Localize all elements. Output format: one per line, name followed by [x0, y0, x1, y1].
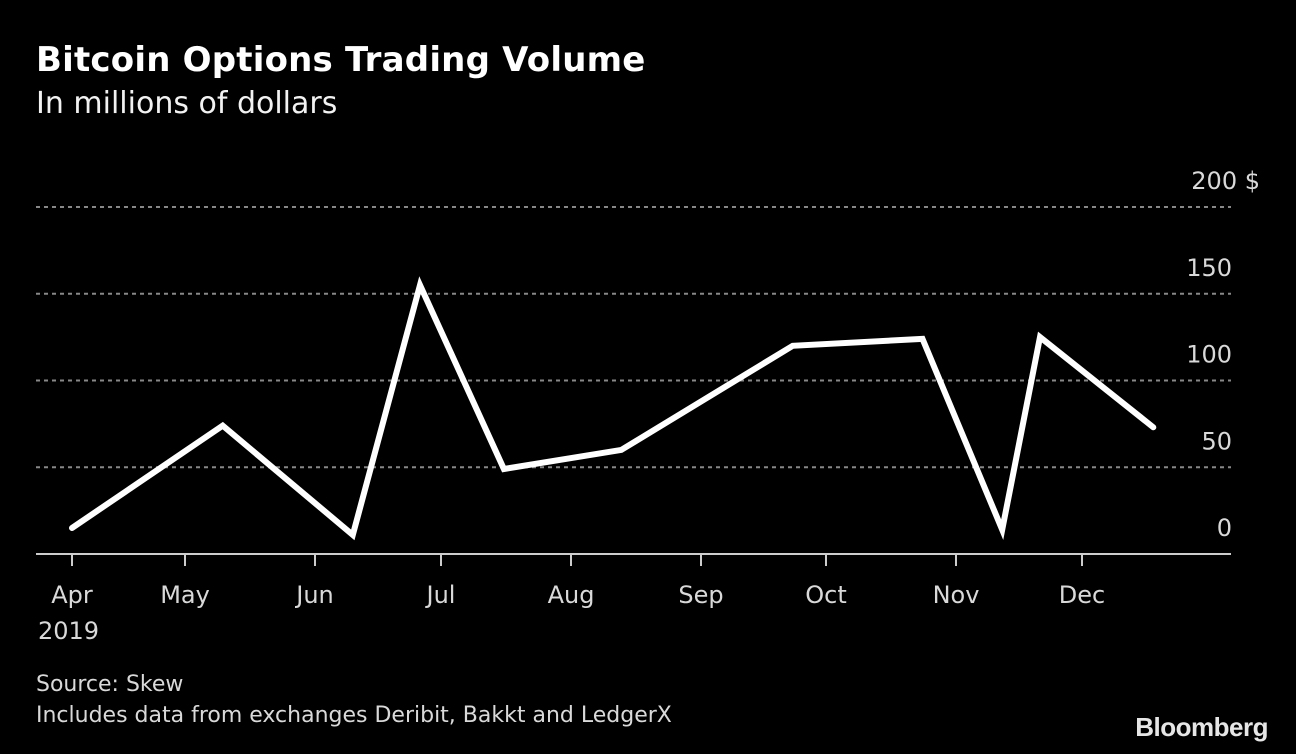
- x-tick-label: May: [160, 581, 210, 609]
- bloomberg-logo: Bloomberg: [1135, 712, 1268, 742]
- x-tick-label: Jul: [425, 581, 456, 609]
- y-axis-labels: 0 50 100 150 200 $: [1186, 167, 1260, 542]
- x-tick-label: Dec: [1059, 581, 1105, 609]
- x-tick-label: Sep: [678, 581, 723, 609]
- y-tick-label: 0: [1217, 514, 1232, 542]
- x-tick-label: Aug: [548, 581, 595, 609]
- data-note: Includes data from exchanges Deribit, Ba…: [36, 703, 672, 728]
- x-tick-label: Apr: [51, 581, 93, 609]
- volume-line: [69, 276, 1157, 541]
- y-tick-label: 100: [1186, 341, 1232, 369]
- x-tick-label: Jun: [294, 581, 334, 609]
- x-tick-label: Nov: [933, 581, 980, 609]
- y-tick-label: 50: [1201, 427, 1232, 455]
- y-tick-label: 150: [1186, 254, 1232, 282]
- x-tick-label: Oct: [805, 581, 847, 609]
- x-year-label: 2019: [38, 617, 99, 645]
- x-axis-ticks: Apr May Jun Jul Aug Sep Oct Nov Dec 2019: [38, 554, 1105, 645]
- chart-subtitle: In millions of dollars: [36, 86, 338, 121]
- chart-title: Bitcoin Options Trading Volume: [36, 40, 646, 80]
- source-note: Source: Skew: [36, 672, 184, 697]
- y-tick-label: 200 $: [1191, 167, 1260, 195]
